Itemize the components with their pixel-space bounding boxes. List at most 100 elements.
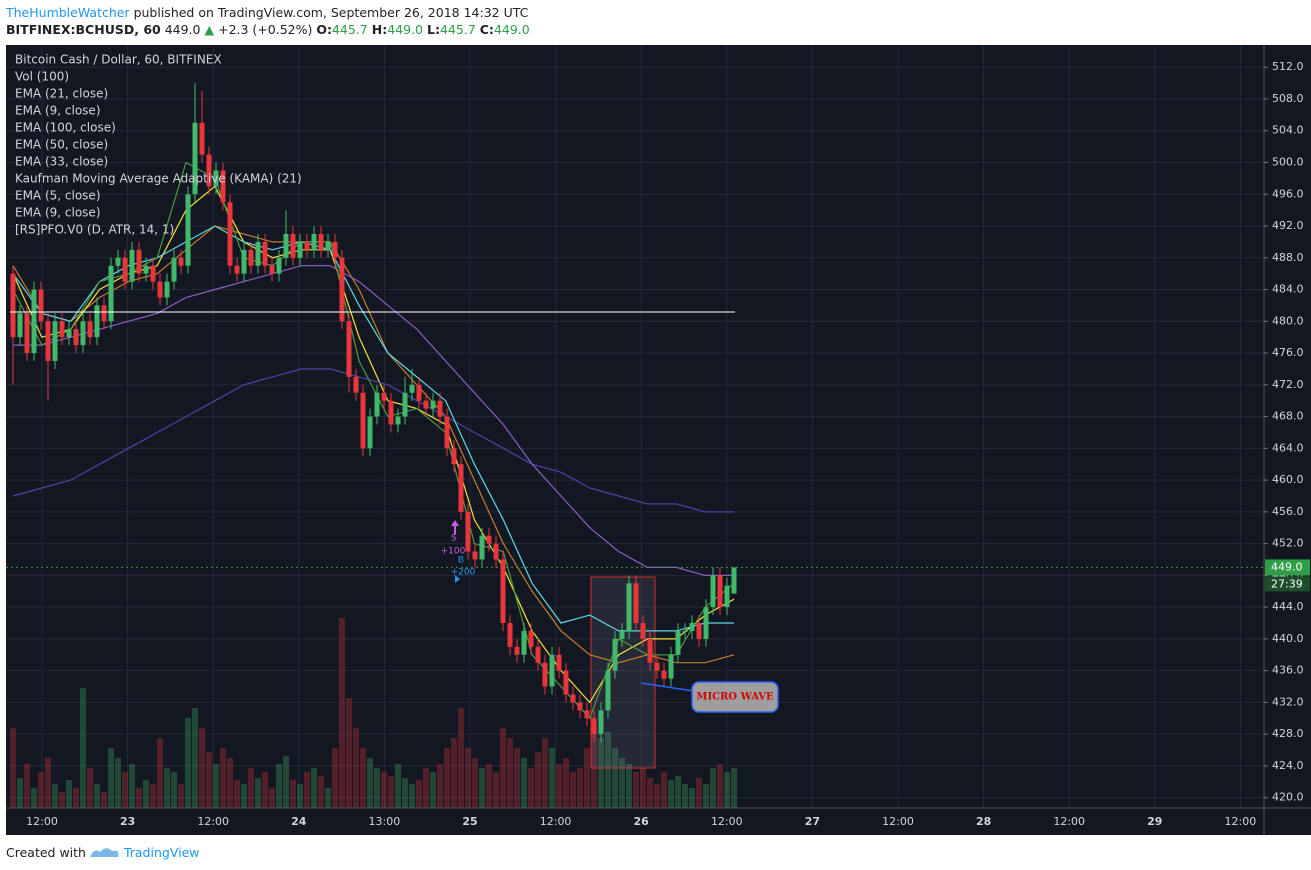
volume-bar: [346, 698, 352, 808]
candle-body: [227, 202, 233, 266]
candle-body: [150, 265, 156, 282]
candle-body: [185, 194, 191, 266]
candle-body: [668, 654, 674, 679]
countdown-tag: [1265, 576, 1310, 592]
volume-bar: [388, 776, 394, 808]
candle-body: [493, 543, 499, 560]
y-tick-label: 468.0: [1272, 410, 1304, 423]
candle-body: [619, 630, 625, 639]
volume-bar: [703, 784, 709, 808]
y-tick-label: 504.0: [1272, 124, 1304, 137]
volume-bar: [115, 758, 121, 808]
chart-title: Bitcoin Cash / Dollar, 60, BITFINEX: [15, 53, 222, 67]
volume-bar: [528, 768, 534, 808]
y-tick-label: 420.0: [1272, 791, 1304, 804]
volume-bar: [437, 764, 443, 808]
price-tag: [1265, 559, 1310, 576]
candle-body: [262, 241, 268, 266]
y-tick-label: 484.0: [1272, 283, 1304, 296]
y-tick-label: 492.0: [1272, 219, 1304, 232]
volume-bar: [31, 788, 37, 808]
volume-bar: [430, 772, 436, 808]
candle-body: [549, 654, 555, 687]
volume-bar: [213, 764, 219, 808]
candle-body: [94, 305, 100, 338]
volume-bar: [311, 768, 317, 808]
x-tick-label: 13:00: [369, 815, 401, 828]
indicator-line: [13, 265, 734, 576]
candle-body: [500, 559, 506, 624]
candle-body: [332, 241, 338, 258]
candle-body: [598, 710, 604, 735]
volume-bar: [185, 718, 191, 808]
candle-body: [24, 313, 30, 354]
x-tick-label: 25: [462, 815, 477, 828]
candle-body: [339, 257, 345, 322]
x-tick-label: 12:00: [1053, 815, 1085, 828]
candle-body: [122, 257, 128, 282]
volume-bar: [192, 708, 198, 808]
signal: S: [451, 534, 457, 544]
header: TheHumbleWatcher published on TradingVie…: [6, 4, 530, 38]
candle-body: [661, 670, 667, 679]
volume-bar: [94, 784, 100, 808]
volume-bar: [101, 792, 107, 808]
o: 445.7: [331, 22, 368, 37]
volume-bar: [451, 738, 457, 808]
legend-entry: [RS]PFO.V0 (D, ATR, 14, 1): [15, 223, 174, 237]
volume-bar: [241, 784, 247, 808]
candle-body: [360, 392, 366, 449]
candle-body: [101, 305, 107, 322]
callout-pointer: [640, 682, 701, 693]
volume-bar: [304, 772, 310, 808]
volume-bar: [374, 768, 380, 808]
candle-body: [52, 321, 58, 361]
volume-bar: [507, 738, 513, 808]
x-tick-label: 12:00: [26, 815, 58, 828]
y-tick-label: 476.0: [1272, 346, 1304, 359]
volume-bar: [444, 748, 450, 808]
volume-bar: [227, 758, 233, 808]
volume-bar: [269, 788, 275, 808]
candle-body: [87, 321, 93, 338]
volume-bar: [710, 768, 716, 808]
change: +2.3 (+0.52%): [218, 22, 313, 37]
candle-body: [710, 575, 716, 608]
candle-body: [80, 321, 86, 346]
candle-body: [234, 265, 240, 274]
volume-bar: [549, 748, 555, 808]
y-tick-label: 452.0: [1272, 537, 1304, 550]
volume-bar: [612, 748, 618, 808]
candle-body: [283, 233, 289, 258]
x-tick-label: 24: [291, 815, 307, 828]
candle-body: [199, 122, 205, 155]
highlight-box: [590, 576, 656, 769]
created: Created with: [6, 845, 86, 860]
candle-body: [402, 392, 408, 417]
volume-bar: [535, 752, 541, 808]
author[interactable]: TheHumbleWatcher: [6, 5, 130, 20]
volume-bar: [87, 768, 93, 808]
x-tick-label: 23: [120, 815, 135, 828]
volume-bar: [129, 764, 135, 808]
volume-bar: [584, 748, 590, 808]
candle-body: [416, 384, 422, 401]
candle-body: [367, 416, 373, 449]
y-tick-label: 472.0: [1272, 378, 1304, 391]
brand[interactable]: TradingView: [123, 845, 200, 860]
candle-body: [297, 241, 303, 258]
y-tick-label: 460.0: [1272, 473, 1304, 486]
volume-bar: [521, 758, 527, 808]
candle-body: [346, 321, 352, 377]
candle-body: [626, 583, 632, 631]
volume-bar: [45, 758, 51, 808]
volume-bar: [409, 784, 415, 808]
volume-bar: [416, 780, 422, 808]
volume-bar: [52, 784, 58, 808]
candle-body: [633, 583, 639, 624]
y-tick-label: 444.0: [1272, 600, 1304, 613]
volume-bar: [255, 778, 261, 808]
footer: Created with TradingView: [6, 845, 199, 860]
h-label: H:: [371, 22, 388, 37]
